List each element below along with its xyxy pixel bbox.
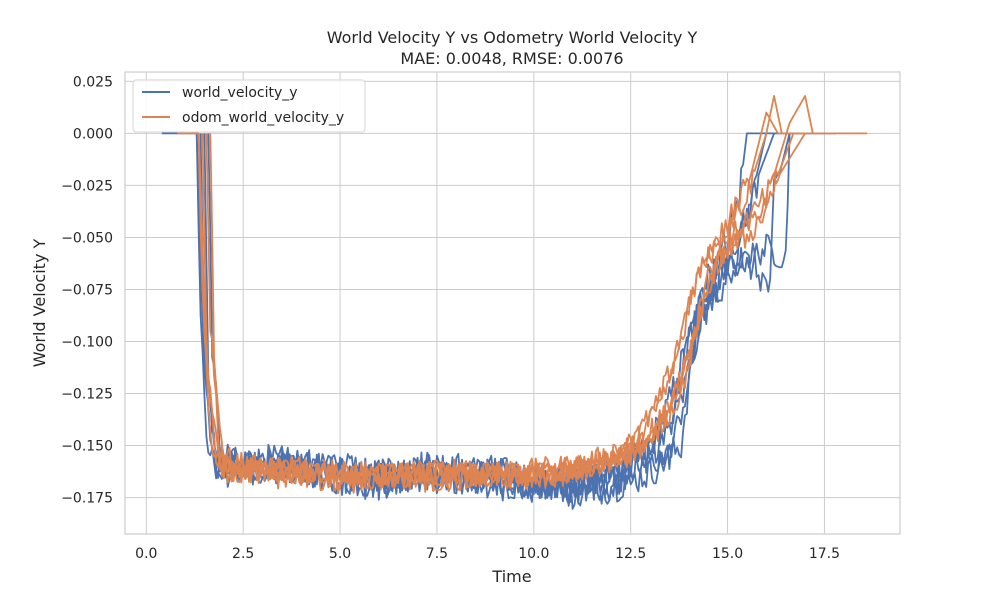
x-axis-label: Time — [491, 567, 531, 586]
y-tick-label: −0.050 — [61, 230, 113, 246]
y-tick-label: −0.125 — [61, 387, 113, 403]
series-layer — [161, 95, 868, 510]
x-tick-label: 10.0 — [518, 546, 549, 562]
legend-label-world-velocity-y: world_velocity_y — [182, 85, 298, 101]
y-axis-label: World Velocity Y — [30, 238, 49, 367]
y-tick-label: −0.075 — [61, 282, 113, 298]
y-tick-label: −0.150 — [61, 439, 113, 455]
x-tick-label: 7.5 — [426, 546, 448, 562]
x-tick-label: 12.5 — [615, 546, 646, 562]
y-tick-label: −0.175 — [61, 491, 113, 507]
y-axis-ticks: 0.025 0.000 −0.025 −0.050 −0.075 −0.100 −0.125… — [61, 74, 113, 506]
y-tick-label: −0.100 — [61, 335, 113, 351]
x-tick-label: 15.0 — [712, 546, 743, 562]
chart-subtitle: MAE: 0.0048, RMSE: 0.0076 — [400, 49, 623, 68]
x-axis-ticks: 0.0 2.5 5.0 7.5 10.0 12.5 15.0 17.5 — [135, 546, 840, 562]
x-tick-label: 17.5 — [809, 546, 840, 562]
legend: world_velocity_y odom_world_velocity_y — [132, 79, 366, 133]
y-tick-label: −0.025 — [61, 178, 113, 194]
grid — [125, 72, 900, 534]
plot-frame — [124, 71, 901, 535]
chart-title: World Velocity Y vs Odometry World Veloc… — [327, 28, 698, 47]
series-line-odom-world-velocity-y-run-5 — [209, 132, 806, 490]
x-tick-label: 2.5 — [232, 546, 254, 562]
x-tick-label: 0.0 — [135, 546, 157, 562]
legend-box — [132, 79, 366, 133]
x-tick-label: 5.0 — [329, 546, 351, 562]
y-tick-label: 0.025 — [73, 74, 113, 90]
y-tick-label: 0.000 — [73, 126, 113, 142]
legend-label-odom-world-velocity-y: odom_world_velocity_y — [182, 110, 344, 126]
